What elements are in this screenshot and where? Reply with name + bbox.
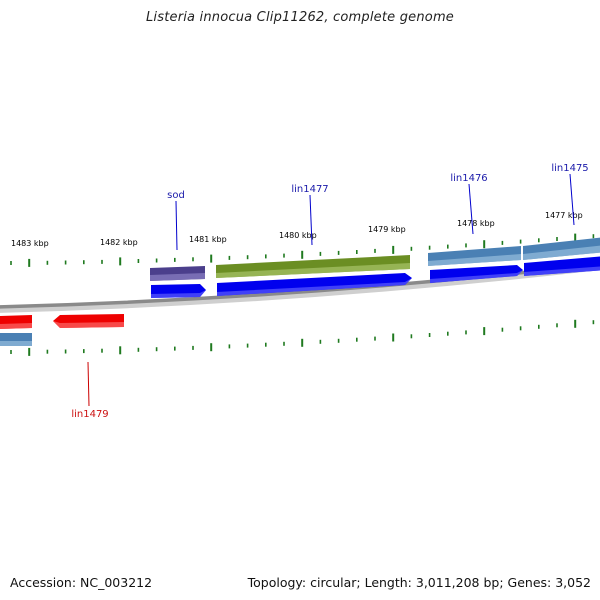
gene-partial-left[interactable] bbox=[0, 333, 32, 346]
scale-label-1480: 1480 kbp bbox=[279, 231, 317, 240]
cds-arrow-lin1477[interactable] bbox=[217, 273, 412, 296]
scale-label-1477: 1477 kbp bbox=[545, 211, 583, 220]
gene-label-lin1479[interactable]: lin1479 bbox=[71, 409, 108, 420]
accession-text: Accession: NC_003212 bbox=[10, 575, 153, 590]
gene-lin1476[interactable] bbox=[428, 246, 521, 266]
genome-summary-text: Topology: circular; Length: 3,011,208 bp… bbox=[247, 575, 591, 590]
label-line-lin1476 bbox=[468, 183, 474, 235]
map-title: Listeria innocua Clip11262, complete gen… bbox=[145, 10, 455, 25]
label-line-lin1475 bbox=[569, 173, 575, 226]
cds-arrow-lin1479[interactable] bbox=[53, 314, 124, 328]
scale-label-1481: 1481 kbp bbox=[189, 235, 227, 244]
gene-label-lin1477[interactable]: lin1477 bbox=[291, 184, 328, 195]
genome-backbone-shadow bbox=[0, 264, 600, 313]
gene-lin1475[interactable] bbox=[523, 237, 600, 260]
gene-label-lin1476[interactable]: lin1476 bbox=[450, 173, 487, 184]
scale-label-1483: 1483 kbp bbox=[11, 239, 49, 248]
gene-lin1477[interactable] bbox=[216, 255, 410, 278]
inner-tick-marks bbox=[10, 319, 595, 356]
outer-tick-marks bbox=[10, 233, 595, 267]
gene-label-sod[interactable]: sod bbox=[167, 190, 185, 201]
gene-label-lin1475[interactable]: lin1475 bbox=[551, 163, 588, 174]
cds-arrow-lin1475[interactable] bbox=[524, 256, 600, 276]
scale-label-1479: 1479 kbp bbox=[368, 225, 406, 234]
cds-arrow-lin1476[interactable] bbox=[430, 265, 523, 283]
scale-label-1482: 1482 kbp bbox=[100, 238, 138, 247]
label-line-lin1477 bbox=[309, 194, 313, 246]
genome-backbone bbox=[0, 262, 600, 309]
gene-sod[interactable] bbox=[150, 266, 205, 281]
label-line-lin1479 bbox=[87, 361, 90, 407]
label-line-sod bbox=[175, 200, 178, 251]
cds-arrow-sod[interactable] bbox=[151, 284, 206, 298]
cds-arrow-partial-left[interactable] bbox=[0, 315, 32, 329]
scale-label-1478: 1478 kbp bbox=[457, 219, 495, 228]
